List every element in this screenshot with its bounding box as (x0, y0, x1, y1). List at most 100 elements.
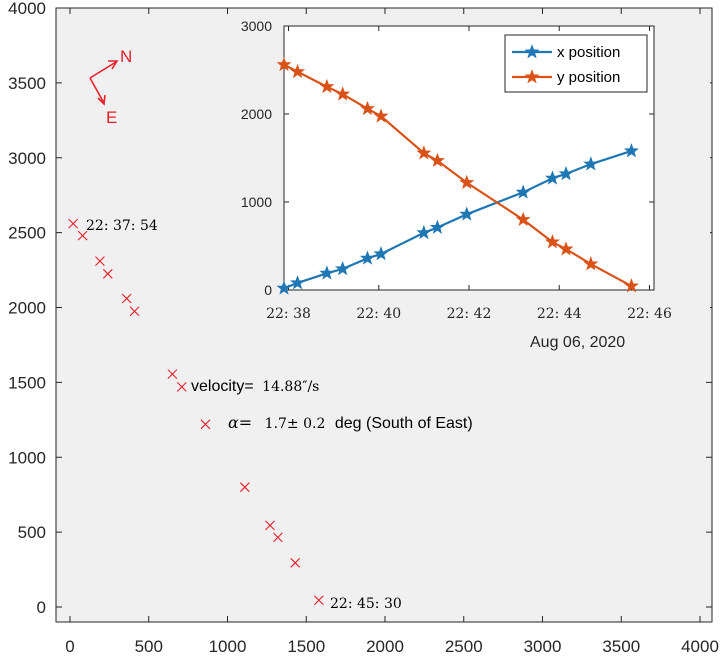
east-arrowhead (97, 94, 106, 106)
main-x-ticks: 0 500 1000 1500 2000 2500 3000 3500 4000 (65, 8, 719, 656)
velocity-label: velocity= 14.88″/s (191, 378, 319, 395)
inset-series (276, 56, 639, 295)
scatter-point-x-marker (200, 419, 211, 430)
scatter-point-stroke-b (77, 230, 88, 241)
main-y-tick-label: 500 (18, 523, 46, 542)
main-x-tick-label: 3500 (602, 637, 640, 656)
scatter-point-x-marker (265, 520, 275, 531)
legend-marker-x-position (524, 44, 540, 59)
east-arrow (89, 77, 105, 104)
main-x-tick-label: 500 (135, 637, 163, 656)
legend-label-x-position: x position (557, 44, 620, 61)
inset-x-tick-label: 22: 40 (356, 306, 401, 322)
scatter-point-x-marker (102, 268, 113, 279)
scatter-point-x-marker (95, 256, 105, 266)
main-x-tick-label: 1500 (287, 637, 325, 656)
inset-x-tick-label: 22: 46 (627, 306, 672, 322)
inset-x-tick-label: 22: 42 (447, 306, 492, 322)
series-point-y-position (583, 256, 599, 271)
series-point-x-position (459, 206, 475, 221)
series-point-x-position (583, 156, 599, 171)
inset-axes: 22: 38 22: 40 22: 42 22: 44 22: 46 0 1000 2000… (230, 16, 710, 351)
series-point-x-position (544, 170, 560, 185)
series-point-y-position (416, 145, 432, 160)
main-x-tick-label: 2500 (445, 637, 483, 656)
inset-y-tick-label: 3000 (241, 18, 272, 34)
series-point-y-position (623, 278, 639, 293)
scatter-point-x-marker (68, 218, 79, 229)
angle-symbol: α= (228, 413, 252, 432)
scatter-point-stroke-b (129, 306, 140, 317)
scatter-point-stroke-b (167, 369, 178, 380)
start-time-label: 22: 37: 54 (86, 218, 158, 234)
velocity-label-text: velocity= (191, 378, 254, 395)
compass-east-label: E (106, 108, 117, 127)
inset-y-tick-label: 0 (264, 282, 272, 298)
series-point-x-position (416, 224, 432, 240)
legend: x position y position (504, 34, 648, 93)
series-point-y-position (335, 86, 351, 101)
scatter-point-stroke-b (265, 520, 275, 531)
scatter-point-x-marker (121, 293, 132, 304)
scatter-point-stroke-b (290, 557, 301, 568)
series-point-y-position (558, 241, 574, 256)
series-point-x-position (373, 246, 389, 261)
series-point-x-position (290, 275, 306, 290)
main-x-tick-label: 1000 (209, 637, 247, 656)
north-arrow (89, 61, 117, 79)
inset-y-tick-label: 2000 (241, 106, 272, 122)
main-y-tick-label: 1000 (8, 448, 46, 467)
series-point-x-position (623, 143, 639, 158)
end-time-label: 22: 45: 30 (330, 596, 402, 612)
legend-label-y-position: y position (557, 69, 620, 86)
scatter-point-stroke-b (273, 532, 283, 543)
series-point-x-position (359, 250, 375, 265)
scatter-point-x-marker (77, 230, 88, 241)
scatter-point-stroke-b (239, 482, 250, 493)
main-y-tick-label: 0 (37, 598, 46, 617)
legend-entries: x position y position (512, 44, 620, 86)
scatter-point-x-marker (176, 381, 187, 392)
north-arrowhead (108, 60, 119, 70)
series-point-y-position (544, 234, 560, 249)
series-point-y-position (276, 56, 292, 72)
scatter-point-x-marker (167, 369, 178, 380)
series-point-y-position (359, 100, 375, 116)
main-y-tick-label: 1500 (8, 373, 46, 392)
scatter-point-x-marker (129, 306, 140, 317)
scatter-point-stroke-b (121, 293, 132, 304)
inset-x-tick-label: 22: 38 (266, 306, 311, 322)
series-point-y-position (429, 152, 445, 168)
scatter-point-stroke-b (102, 268, 113, 279)
main-y-tick-label: 4000 (8, 0, 46, 18)
main-x-tick-label: 3000 (524, 637, 562, 656)
series-point-x-position (515, 184, 531, 199)
scatter-point-x-marker (290, 557, 301, 568)
angle-label: α= 1.7± 0.2 deg (South of East) (228, 413, 473, 432)
series-point-y-position (373, 108, 389, 123)
velocity-value: 14.88″/s (262, 379, 319, 395)
compass-north-label: N (120, 47, 132, 66)
main-y-tick-label: 2000 (8, 299, 46, 318)
inset-x-tick-label: 22: 44 (537, 306, 582, 322)
main-y-tick-label: 2500 (8, 224, 46, 243)
scatter-point-x-marker (239, 482, 250, 493)
scatter-point-stroke-b (176, 381, 187, 392)
main-scatter-points (68, 218, 324, 606)
legend-marker-y-position (524, 69, 540, 84)
scatter-point-stroke-b (95, 256, 105, 266)
series-point-x-position (276, 280, 292, 295)
series-point-y-position (290, 63, 306, 79)
series-point-y-position (515, 211, 531, 226)
main-x-tick-label: 0 (65, 637, 74, 656)
series-point-y-position (459, 174, 475, 190)
series-point-x-position (335, 261, 351, 276)
inset-y-ticks: 0 1000 2000 3000 (241, 18, 654, 298)
scatter-point-stroke-b (200, 419, 211, 430)
series-point-x-position (319, 265, 335, 280)
date-text: Aug 06, 2020 (530, 334, 625, 351)
inset-y-tick-label: 1000 (241, 194, 272, 210)
main-y-tick-label: 3500 (8, 74, 46, 93)
legend-box (504, 34, 648, 93)
